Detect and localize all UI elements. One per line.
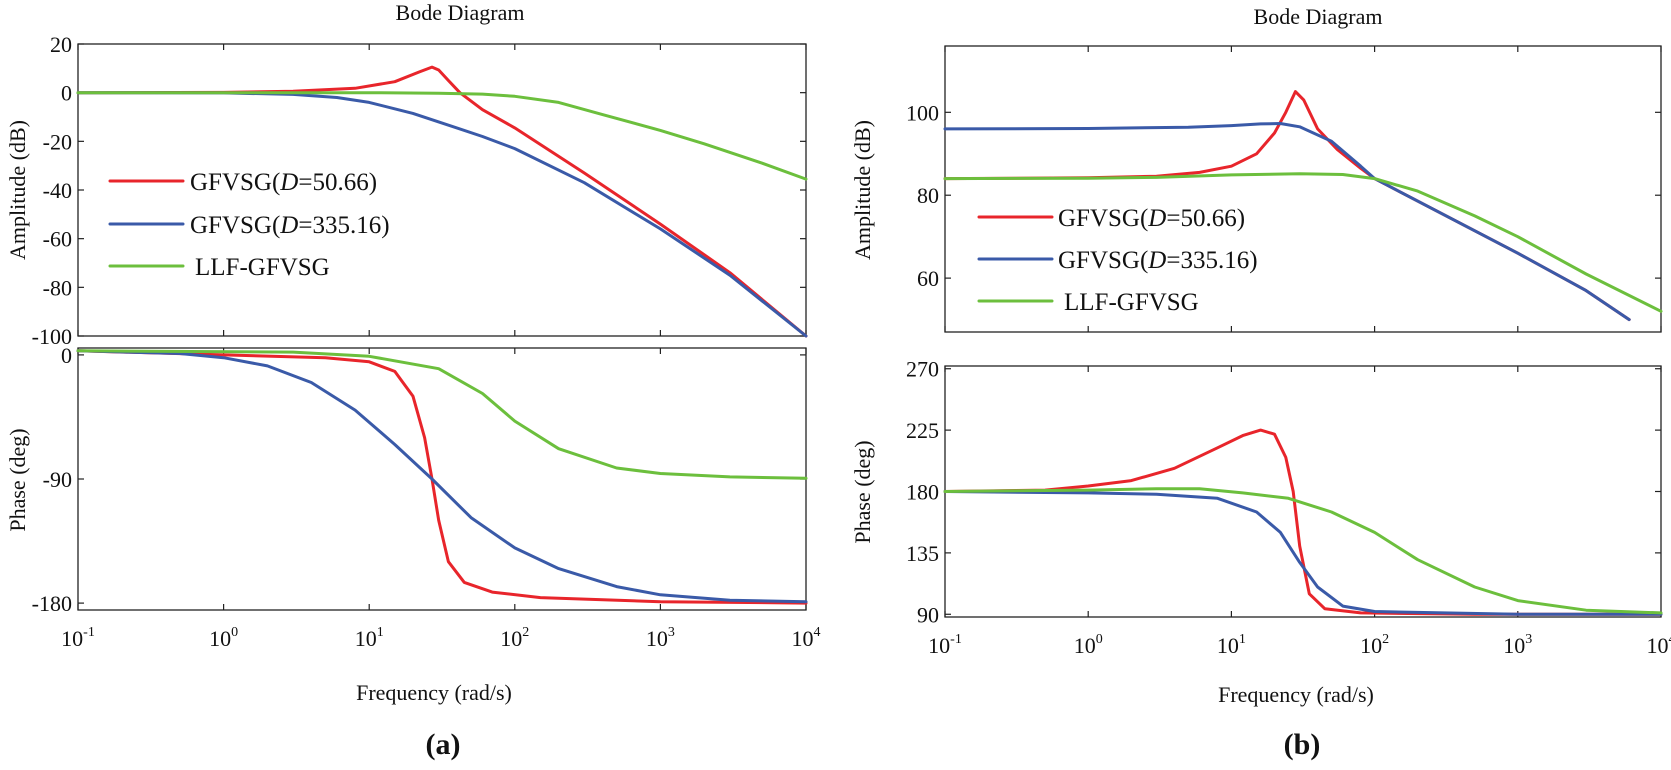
phase-series-blue-a [76, 349, 808, 604]
phase-series-green-b [943, 487, 1663, 615]
xlabel-b: Frequency (rad/s) [1218, 682, 1374, 707]
x-tick-label: 10-1 [928, 632, 962, 658]
magnitude-plot-frame-a [77, 43, 807, 337]
phase-series-blue-b [943, 490, 1663, 616]
phase-series-green-a [76, 349, 808, 480]
y-tick-label: 135 [906, 541, 939, 566]
title-a: Bode Diagram [396, 0, 525, 25]
y-tick-label: 60 [917, 266, 939, 291]
y-tick-label: -80 [43, 275, 72, 300]
legend-label-red-b: GFVSG(D=50.66) [1058, 205, 1245, 232]
y-tick-label: 270 [906, 357, 939, 382]
magnitude-series-red-a [76, 65, 808, 338]
legend-label-blue-a: GFVSG(D=335.16) [190, 212, 390, 239]
magnitude-series-blue-b [943, 122, 1631, 322]
x-tick-label: 102 [1360, 632, 1389, 658]
panel-label-a: (a) [426, 728, 461, 761]
y-tick-label: 180 [906, 480, 939, 505]
legend-b: GFVSG(D=50.66) GFVSG(D=335.16) LLF-GFVSG [977, 205, 1258, 316]
legend-a: GFVSG(D=50.66) GFVSG(D=335.16) LLF-GFVSG [108, 169, 390, 281]
y-tick-label: -60 [43, 227, 72, 252]
phase-plot-frame-a [77, 347, 807, 611]
y-tick-label: 80 [917, 183, 939, 208]
y-tick-label: 225 [906, 418, 939, 443]
magnitude-series-green-b [943, 172, 1663, 313]
legend-label-red-a: GFVSG(D=50.66) [190, 169, 377, 196]
phase-curves-b [943, 428, 1663, 616]
phase-ylabel-a: Phase (deg) [5, 428, 30, 531]
y-tick-label: -20 [43, 129, 72, 154]
legend-label-green-a: LLF-GFVSG [195, 254, 330, 281]
x-tick-label: 103 [1503, 632, 1532, 658]
x-tick-label: 101 [355, 625, 384, 651]
x-tick-label: 104 [1647, 632, 1671, 658]
y-tick-label: 90 [917, 602, 939, 627]
phase-series-red-b [943, 428, 1663, 616]
magnitude-ylabel-a: Amplitude (dB) [5, 120, 30, 260]
phase-y-ticks-a: 0 -90 -180 [32, 343, 807, 616]
phase-y-ticks-b: 270 225 180 135 90 [906, 357, 1662, 627]
y-tick-label: 20 [50, 32, 72, 57]
legend-label-blue-b: GFVSG(D=335.16) [1058, 247, 1258, 274]
magnitude-y-ticks-b: 100 80 60 [906, 46, 1662, 332]
x-tick-label: 100 [1074, 632, 1103, 658]
y-tick-label: 0 [61, 81, 72, 106]
y-tick-label: -180 [32, 591, 72, 616]
phase-ylabel-b: Phase (deg) [850, 440, 875, 543]
y-tick-label: -90 [43, 467, 72, 492]
phase-curves-a [76, 349, 808, 605]
magnitude-series-green-a [76, 91, 808, 181]
magnitude-series-blue-a [76, 91, 808, 338]
magnitude-plot-frame-b [944, 45, 1662, 333]
phase-series-red-a [76, 349, 808, 605]
x-tick-label: 10-1 [61, 625, 95, 651]
x-tick-label: 103 [646, 625, 675, 651]
legend-label-green-b: LLF-GFVSG [1064, 289, 1199, 316]
xlabel-a: Frequency (rad/s) [356, 680, 512, 705]
x-tick-label: 101 [1217, 632, 1246, 658]
panel-a: Bode Diagram 20 0 -20 -40 -60 -80 -100 0 -90 -18… [5, 0, 821, 761]
y-tick-label: -40 [43, 178, 72, 203]
x-tick-label: 102 [500, 625, 529, 651]
x-tick-label: 100 [209, 625, 238, 651]
y-tick-label: 100 [906, 100, 939, 125]
magnitude-curves-b [943, 90, 1663, 322]
magnitude-curves-a [76, 65, 808, 338]
x-tick-label: 104 [792, 625, 821, 651]
magnitude-y-ticks-a: 20 0 -20 -40 -60 -80 -100 [32, 32, 807, 349]
title-b: Bode Diagram [1254, 4, 1383, 29]
panel-label-b: (b) [1284, 728, 1321, 761]
y-tick-label: -100 [32, 324, 72, 349]
y-tick-label: 0 [61, 343, 72, 368]
x-ticks-b: 10-1 100 101 102 103 104 [928, 632, 1671, 658]
magnitude-ylabel-b: Amplitude (dB) [850, 120, 875, 260]
panel-b: Bode Diagram 100 80 60 270 225 180 135 90 10-1… [850, 4, 1671, 761]
x-ticks-a: 10-1 100 101 102 103 104 [61, 625, 820, 651]
